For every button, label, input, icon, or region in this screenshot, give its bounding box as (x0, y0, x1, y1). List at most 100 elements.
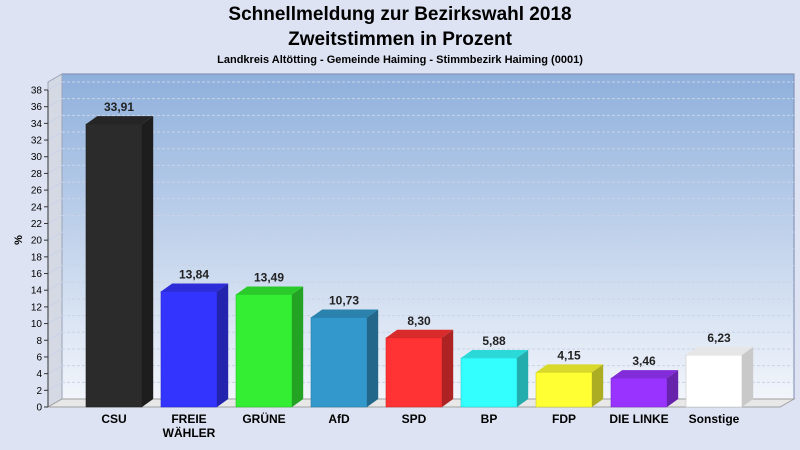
bar-top (611, 370, 679, 379)
bar-side (592, 364, 604, 407)
gridline-side (47, 114, 63, 124)
gridline-side (47, 265, 63, 274)
y-tick-label: 24 (31, 202, 43, 213)
x-tick-label: BP (481, 412, 498, 426)
bar-side (517, 349, 529, 407)
x-tick-label: GRÜNE (242, 411, 285, 426)
data-label: 6,23 (707, 331, 731, 345)
gridline-side (47, 315, 63, 325)
gridline-side (47, 298, 63, 308)
data-label: 5,88 (482, 334, 506, 348)
y-tick-label: 16 (31, 269, 43, 280)
gridline-side (47, 148, 63, 158)
data-label: 13,84 (179, 268, 209, 282)
bar-group (310, 309, 379, 408)
x-tick-label: FDP (552, 412, 576, 426)
gridline-side (47, 231, 63, 241)
y-tick-label: 26 (31, 186, 43, 197)
gridline-side (47, 164, 63, 174)
data-label: 33,91 (104, 100, 134, 114)
y-tick-label: 28 (31, 169, 43, 180)
bar-group (610, 370, 679, 408)
bar-top (536, 364, 604, 373)
bar-side (742, 347, 754, 407)
y-tick-label: 32 (31, 136, 43, 147)
y-tick-label: 34 (31, 119, 43, 130)
bar-top (311, 309, 379, 318)
x-tick-label: FREIE (171, 412, 206, 426)
bar-top (236, 286, 304, 295)
bar-side (442, 329, 454, 407)
chart-subtitle: Zweitstimmen in Prozent (288, 29, 512, 50)
bar (385, 337, 443, 408)
y-tick-label: 22 (31, 219, 43, 230)
gridline-side (47, 365, 63, 375)
data-label: 13,49 (254, 270, 284, 284)
bar (535, 372, 593, 408)
bar (85, 123, 143, 408)
gridline-side (47, 81, 63, 91)
bar-top (161, 283, 229, 292)
bar-group (535, 364, 604, 408)
bar-group (160, 283, 229, 408)
bar (235, 294, 293, 408)
data-label: 8,30 (407, 314, 431, 328)
bar-top (686, 347, 754, 356)
bar-group (385, 329, 454, 408)
x-tick-label: Sonstige (689, 412, 740, 426)
y-tick-label: 20 (31, 236, 43, 247)
bar-top (86, 116, 154, 125)
data-label: 3,46 (632, 354, 656, 368)
bar-side (367, 309, 379, 407)
data-label: 4,15 (557, 348, 581, 362)
gridline-side (47, 215, 63, 224)
gridline-side (47, 248, 63, 258)
gridline-side (47, 98, 63, 108)
bar-side (142, 116, 154, 408)
y-tick-label: 10 (31, 319, 43, 330)
y-tick-label: 30 (31, 152, 43, 163)
gridline-side (47, 381, 63, 391)
bar (610, 377, 668, 408)
bar (460, 357, 518, 408)
gridline-side (47, 181, 63, 191)
y-tick-label: 4 (36, 369, 42, 380)
y-tick-label: 2 (36, 386, 42, 397)
x-tick-label: AfD (328, 412, 350, 426)
chart-title: Schnellmeldung zur Bezirkswahl 2018 (228, 4, 572, 25)
y-tick-label: 36 (31, 102, 43, 113)
gridline-side (47, 131, 63, 141)
bar-side (217, 283, 229, 407)
bar-top (461, 349, 529, 358)
x-tick-label: DIE LINKE (609, 412, 668, 426)
y-tick-label: 8 (36, 336, 42, 347)
gridline-side (47, 331, 63, 341)
x-tick-label: WÄHLER (163, 425, 216, 440)
bar-side (292, 286, 304, 407)
gridline-side (47, 198, 63, 208)
bar-side (667, 370, 679, 407)
y-tick-label: 18 (31, 252, 43, 263)
bar-group (685, 347, 754, 408)
y-tick-label: 6 (36, 352, 42, 363)
x-tick-label: CSU (101, 412, 126, 426)
y-tick-label: 38 (31, 86, 43, 97)
data-label: 10,73 (329, 293, 359, 307)
y-axis-label: % (13, 235, 25, 245)
bar-top (386, 329, 454, 338)
plot-left-wall (47, 73, 63, 408)
gridline-side (47, 348, 63, 358)
bar (310, 317, 368, 408)
chart-location: Landkreis Altötting - Gemeinde Haiming -… (217, 54, 583, 66)
y-tick-label: 14 (31, 286, 43, 297)
y-tick-label: 12 (31, 302, 43, 313)
x-tick-label: SPD (402, 412, 427, 426)
bar (160, 291, 218, 408)
gridline-side (47, 281, 63, 291)
bar-group (85, 116, 154, 408)
bar-group (235, 286, 304, 408)
y-tick-label: 0 (36, 403, 42, 414)
bar-group (460, 349, 529, 408)
